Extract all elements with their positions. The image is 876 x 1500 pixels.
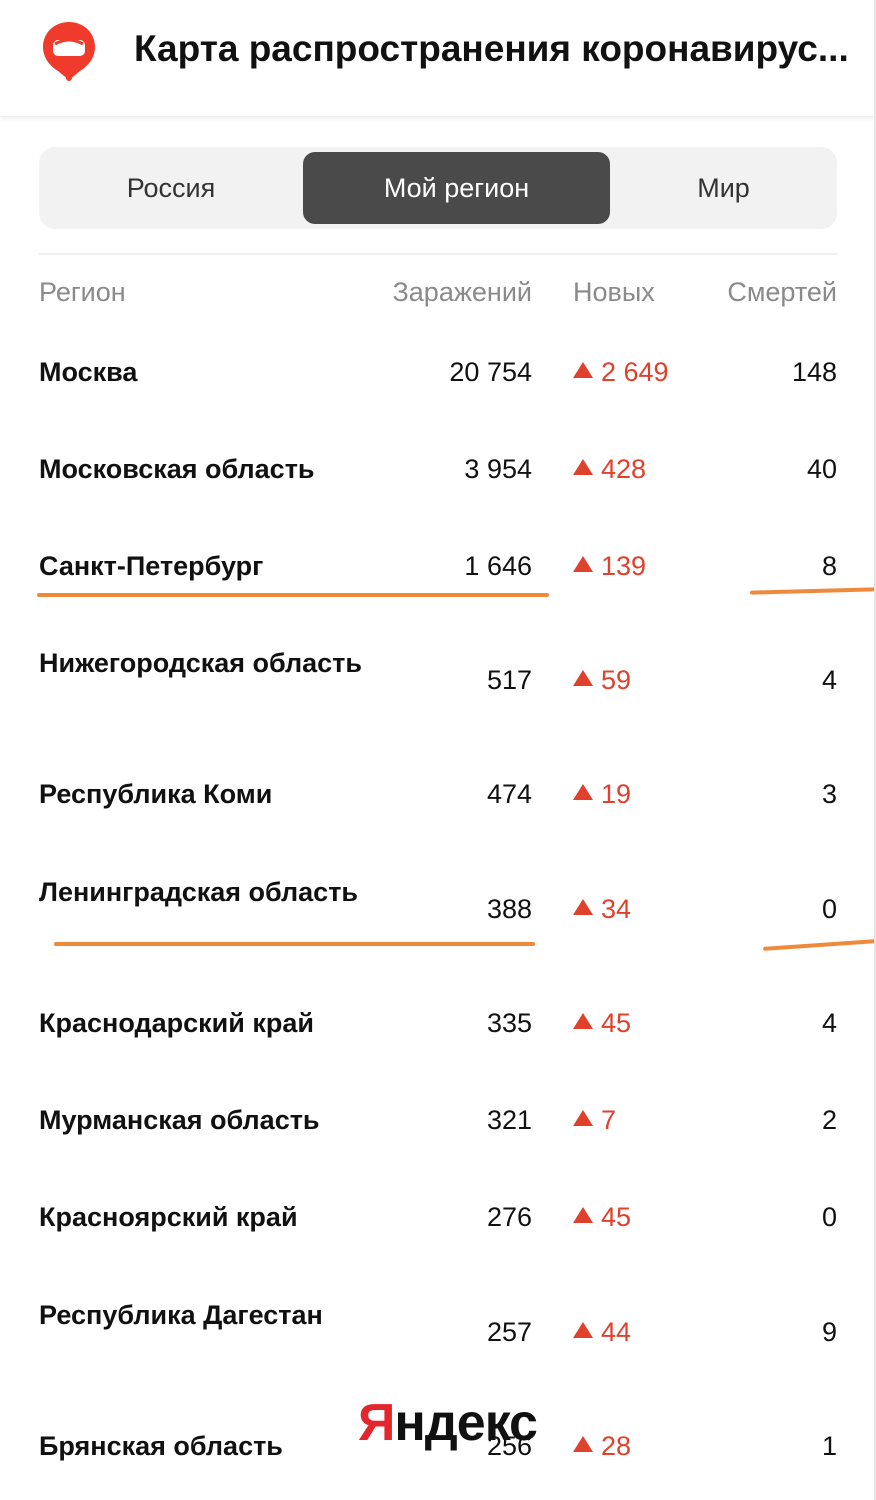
infected-count: 20 754 <box>449 357 532 387</box>
deaths-count: 8 <box>821 551 837 581</box>
new-count: 19 <box>601 779 632 809</box>
new-cases: 44 <box>573 1315 703 1349</box>
new-count: 44 <box>601 1317 632 1347</box>
region-name: Ленинградская область <box>39 877 359 907</box>
new-cases: 45 <box>573 1006 703 1040</box>
highlight-underline <box>54 942 535 946</box>
screen-edge <box>874 0 876 1500</box>
divider <box>39 253 837 255</box>
infected-count: 335 <box>486 1008 532 1038</box>
deaths-count: 148 <box>791 357 837 387</box>
yandex-watermark: Яндекс <box>358 1392 538 1454</box>
new-cases: 28 <box>573 1429 703 1463</box>
new-cases: 59 <box>573 663 703 697</box>
deaths-count: 4 <box>821 665 837 695</box>
deaths-count: 0 <box>821 894 837 924</box>
increase-arrow-icon <box>573 899 593 915</box>
increase-arrow-icon <box>573 556 593 572</box>
increase-arrow-icon <box>573 1013 593 1029</box>
new-count: 45 <box>601 1008 632 1038</box>
region-scope-tabs: Россия Мой регион Мир <box>39 147 837 229</box>
new-cases: 34 <box>573 892 703 926</box>
new-count: 139 <box>601 551 647 581</box>
region-name: Краснодарский край <box>39 1008 314 1038</box>
infected-count: 321 <box>486 1105 532 1135</box>
new-count: 59 <box>601 665 632 695</box>
deaths-count: 40 <box>806 454 837 484</box>
infected-count: 388 <box>486 894 532 924</box>
deaths-count: 4 <box>821 1008 837 1038</box>
infected-count: 1 646 <box>464 551 532 581</box>
increase-arrow-icon <box>573 1436 593 1452</box>
new-cases: 45 <box>573 1200 703 1234</box>
new-count: 34 <box>601 894 632 924</box>
increase-arrow-icon <box>573 670 593 686</box>
tab-russia[interactable]: Россия <box>126 173 216 203</box>
region-name: Республика Дагестан <box>39 1300 323 1330</box>
increase-arrow-icon <box>573 362 593 378</box>
tab-world[interactable]: Мир <box>697 173 750 203</box>
highlight-underline <box>749 587 876 595</box>
deaths-count: 0 <box>821 1202 837 1232</box>
increase-arrow-icon <box>573 1207 593 1223</box>
yandex-virus-map-pin-icon[interactable] <box>40 20 98 82</box>
new-count: 7 <box>601 1105 617 1135</box>
watermark-first-letter: Я <box>358 1394 395 1452</box>
infected-count: 474 <box>486 779 532 809</box>
increase-arrow-icon <box>573 784 593 800</box>
new-cases: 428 <box>573 452 703 486</box>
column-header-infected[interactable]: Заражений <box>392 277 532 307</box>
infected-count: 256 <box>486 1431 532 1461</box>
region-name: Московская область <box>39 454 315 484</box>
deaths-count: 2 <box>821 1105 837 1135</box>
deaths-count: 1 <box>821 1431 837 1461</box>
increase-arrow-icon <box>573 1110 593 1126</box>
column-header-deaths[interactable]: Смертей <box>727 277 837 307</box>
region-name: Москва <box>39 357 138 387</box>
region-name: Нижегородская область <box>39 648 362 678</box>
new-cases: 7 <box>573 1103 703 1137</box>
column-header-new[interactable]: Новых <box>573 277 655 307</box>
infected-count: 257 <box>486 1317 532 1347</box>
increase-arrow-icon <box>573 1322 593 1338</box>
region-name: Санкт-Петербург <box>39 551 264 581</box>
region-name: Брянская область <box>39 1431 283 1461</box>
deaths-count: 3 <box>821 779 837 809</box>
increase-arrow-icon <box>573 459 593 475</box>
new-cases: 139 <box>573 549 703 583</box>
new-cases: 19 <box>573 777 703 811</box>
new-count: 45 <box>601 1202 632 1232</box>
app-header: Карта распространения коронавирус... <box>0 0 876 117</box>
highlight-underline <box>37 593 549 597</box>
highlight-underline <box>762 939 876 951</box>
watermark-rest: ндекс <box>394 1394 538 1452</box>
infected-count: 517 <box>486 665 532 695</box>
infected-count: 3 954 <box>464 454 532 484</box>
page-title: Карта распространения коронавирус... <box>134 28 849 69</box>
new-count: 2 649 <box>601 357 669 387</box>
new-cases: 2 649 <box>573 355 703 389</box>
region-name: Мурманская область <box>39 1105 320 1135</box>
deaths-count: 9 <box>821 1317 837 1347</box>
infected-count: 276 <box>486 1202 532 1232</box>
new-count: 28 <box>601 1431 632 1461</box>
region-name: Республика Коми <box>39 779 273 809</box>
tab-my-region[interactable]: Мой регион <box>303 152 610 224</box>
region-name: Красноярский край <box>39 1202 298 1232</box>
column-header-region[interactable]: Регион <box>39 277 126 307</box>
new-count: 428 <box>601 454 647 484</box>
